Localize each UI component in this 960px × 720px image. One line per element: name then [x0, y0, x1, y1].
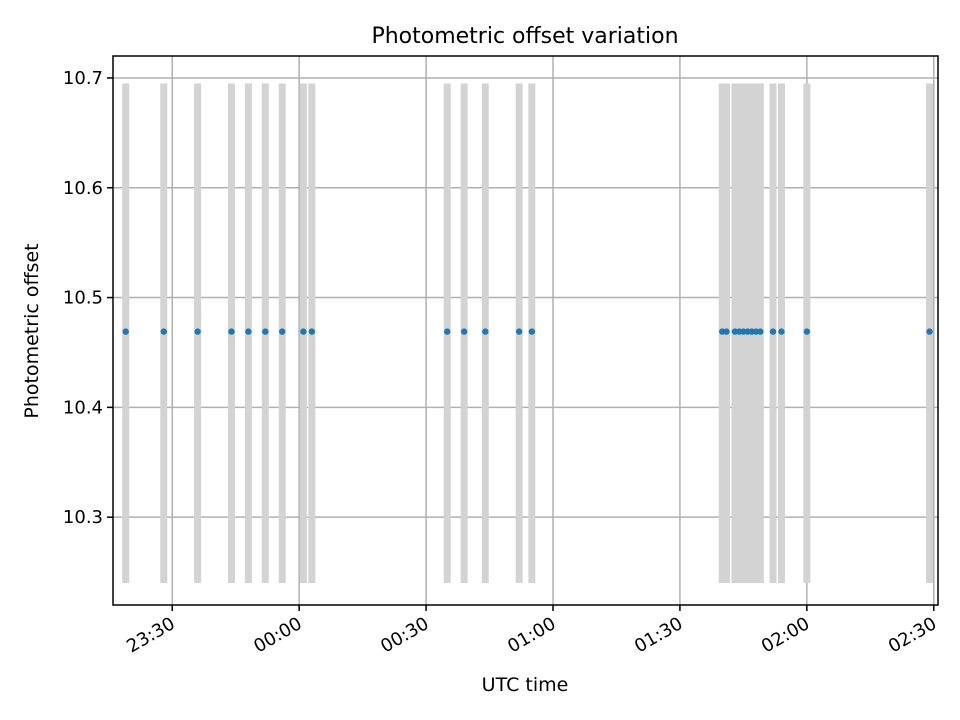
x-tick-label: 00:30: [377, 613, 432, 657]
y-axis-ticks: 10.3 10.4 10.5 10.6 10.7: [63, 68, 113, 528]
x-tick-label: 23:30: [123, 613, 178, 657]
data-point: [803, 328, 811, 335]
x-axis-label: UTC time: [482, 674, 569, 696]
x-tick-label: 00:00: [250, 613, 305, 657]
grid-lines: [113, 56, 938, 605]
y-tick-label: 10.5: [63, 288, 103, 309]
plot-frame: [112, 55, 939, 606]
data-point: [769, 328, 777, 335]
data-point: [122, 328, 129, 335]
x-tick-label: 02:30: [885, 613, 940, 657]
data-point: [926, 328, 933, 335]
data-point: [444, 328, 451, 335]
x-axis-ticks: 23:30 00:00 00:30 01:00 01:30 02:00 02:30: [123, 605, 940, 657]
error-bands: [122, 83, 934, 584]
data-point: [245, 328, 252, 335]
data-point: [515, 328, 523, 335]
data-point: [300, 328, 307, 335]
x-tick-label: 01:30: [631, 613, 686, 657]
x-tick-label: 01:00: [504, 613, 559, 657]
data-point: [279, 328, 286, 335]
data-point: [228, 328, 235, 335]
data-point: [778, 328, 785, 335]
y-tick-label: 10.4: [63, 397, 103, 418]
data-point: [308, 328, 316, 335]
data-point: [757, 328, 764, 335]
y-tick-label: 10.3: [63, 507, 103, 528]
data-point: [723, 328, 730, 335]
x-tick-label: 02:00: [758, 613, 813, 657]
y-tick-label: 10.7: [63, 68, 103, 89]
chart-title: Photometric offset variation: [371, 24, 678, 49]
y-tick-label: 10.6: [63, 178, 103, 199]
data-point: [160, 328, 167, 335]
data-point: [194, 328, 201, 335]
data-point: [460, 328, 468, 335]
y-axis-label: Photometric offset: [21, 243, 43, 418]
data-point: [482, 328, 489, 335]
data-point: [528, 328, 536, 335]
data-point: [262, 328, 269, 335]
data-points: [122, 328, 933, 335]
